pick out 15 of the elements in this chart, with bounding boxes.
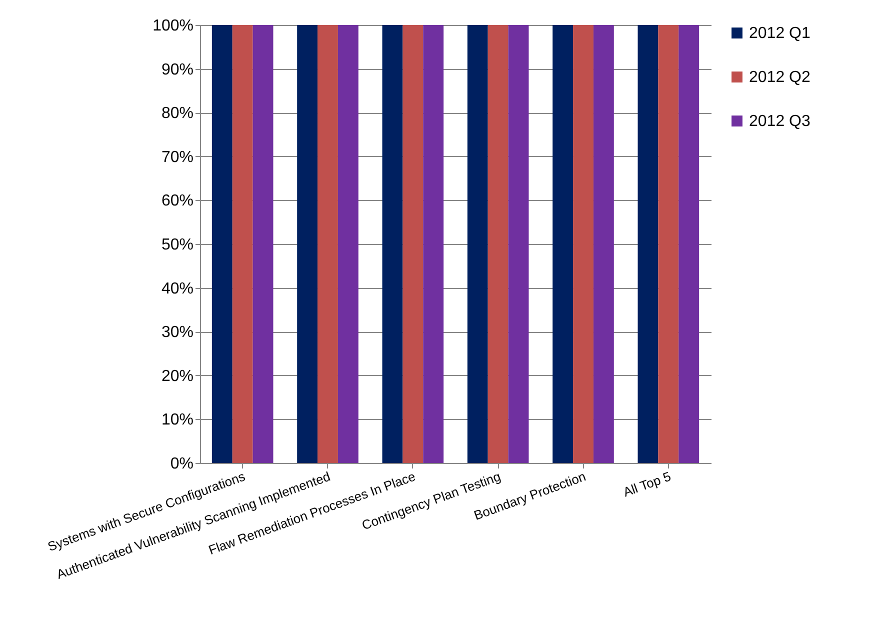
y-tick-label: 30% [161, 324, 194, 342]
legend-label: 2012 Q1 [749, 25, 810, 42]
y-tick-label: 100% [152, 18, 194, 34]
y-tick-label: 20% [161, 368, 194, 385]
x-tick-label: All Top 5 [621, 468, 673, 500]
y-tick-label: 80% [161, 105, 194, 122]
y-tick-label: 60% [161, 192, 194, 210]
legend-label: 2012 Q2 [749, 69, 810, 86]
y-tick-label: 50% [161, 236, 194, 254]
y-tick-label: 40% [161, 280, 194, 298]
y-tick-label: 0% [170, 456, 194, 472]
y-tick-label: 90% [161, 61, 194, 78]
legend-label: 2012 Q3 [749, 113, 810, 130]
y-tick-label: 70% [161, 148, 194, 166]
y-tick-label: 10% [161, 412, 194, 429]
